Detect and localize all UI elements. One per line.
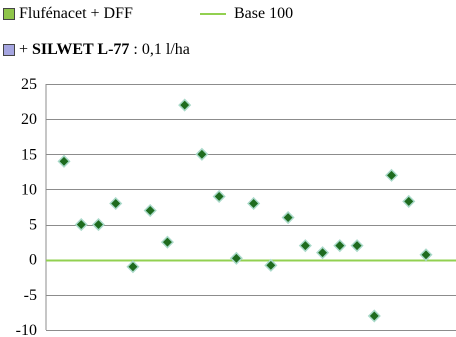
data-point [419, 248, 433, 262]
y-tick-label: -10 [16, 322, 37, 337]
legend-label-flufenacet-dff: Flufénacet + DFF [19, 5, 133, 22]
legend-swatch-purple [3, 44, 15, 56]
y-tick-label: 20 [21, 111, 37, 128]
data-point [402, 194, 416, 208]
data-point [57, 154, 71, 168]
data-point [333, 239, 347, 253]
data-point [350, 239, 364, 253]
data-point [143, 203, 157, 218]
data-point [109, 196, 123, 211]
legend-label-base-100: Base 100 [234, 5, 294, 22]
y-axis-tick-labels: 25 20 15 10 5 0 -5 -10 [16, 76, 37, 337]
data-point [264, 258, 278, 272]
data-point [316, 246, 330, 260]
legend-swatch-green [3, 8, 15, 20]
y-tick-label: 10 [21, 181, 37, 198]
legend-label-silwet-suffix: : 0,1 l/ha [129, 41, 190, 58]
data-point [384, 168, 399, 182]
data-point [367, 309, 381, 323]
data-point [160, 235, 174, 249]
data-point [212, 189, 226, 204]
data-point [229, 251, 243, 265]
data-point [298, 239, 312, 253]
data-point [126, 260, 140, 274]
y-tick-label: 0 [29, 252, 37, 269]
data-points [57, 98, 433, 323]
legend-label-silwet-name: SILWET L-77 [32, 41, 130, 58]
legend-line-swatch [200, 13, 226, 15]
data-point [178, 98, 192, 112]
legend-item-flufenacet-dff: Flufénacet + DFF [3, 5, 133, 23]
y-tick-label: -5 [24, 287, 37, 304]
grid-lines [45, 84, 456, 331]
data-point [247, 196, 261, 211]
data-point [195, 147, 209, 161]
legend-item-silwet: + SILWET L-77 : 0,1 l/ha [3, 41, 190, 59]
data-point [91, 218, 106, 232]
legend: Flufénacet + DFF Base 100 + SILWET L-77 … [0, 0, 456, 70]
legend-item-base-100: Base 100 [200, 5, 293, 23]
y-tick-label: 5 [29, 217, 37, 234]
y-tick-label: 15 [21, 146, 37, 163]
data-point [281, 210, 295, 225]
y-tick-label: 25 [21, 76, 37, 93]
data-point [74, 218, 88, 232]
legend-label-silwet-prefix: + [19, 41, 33, 58]
